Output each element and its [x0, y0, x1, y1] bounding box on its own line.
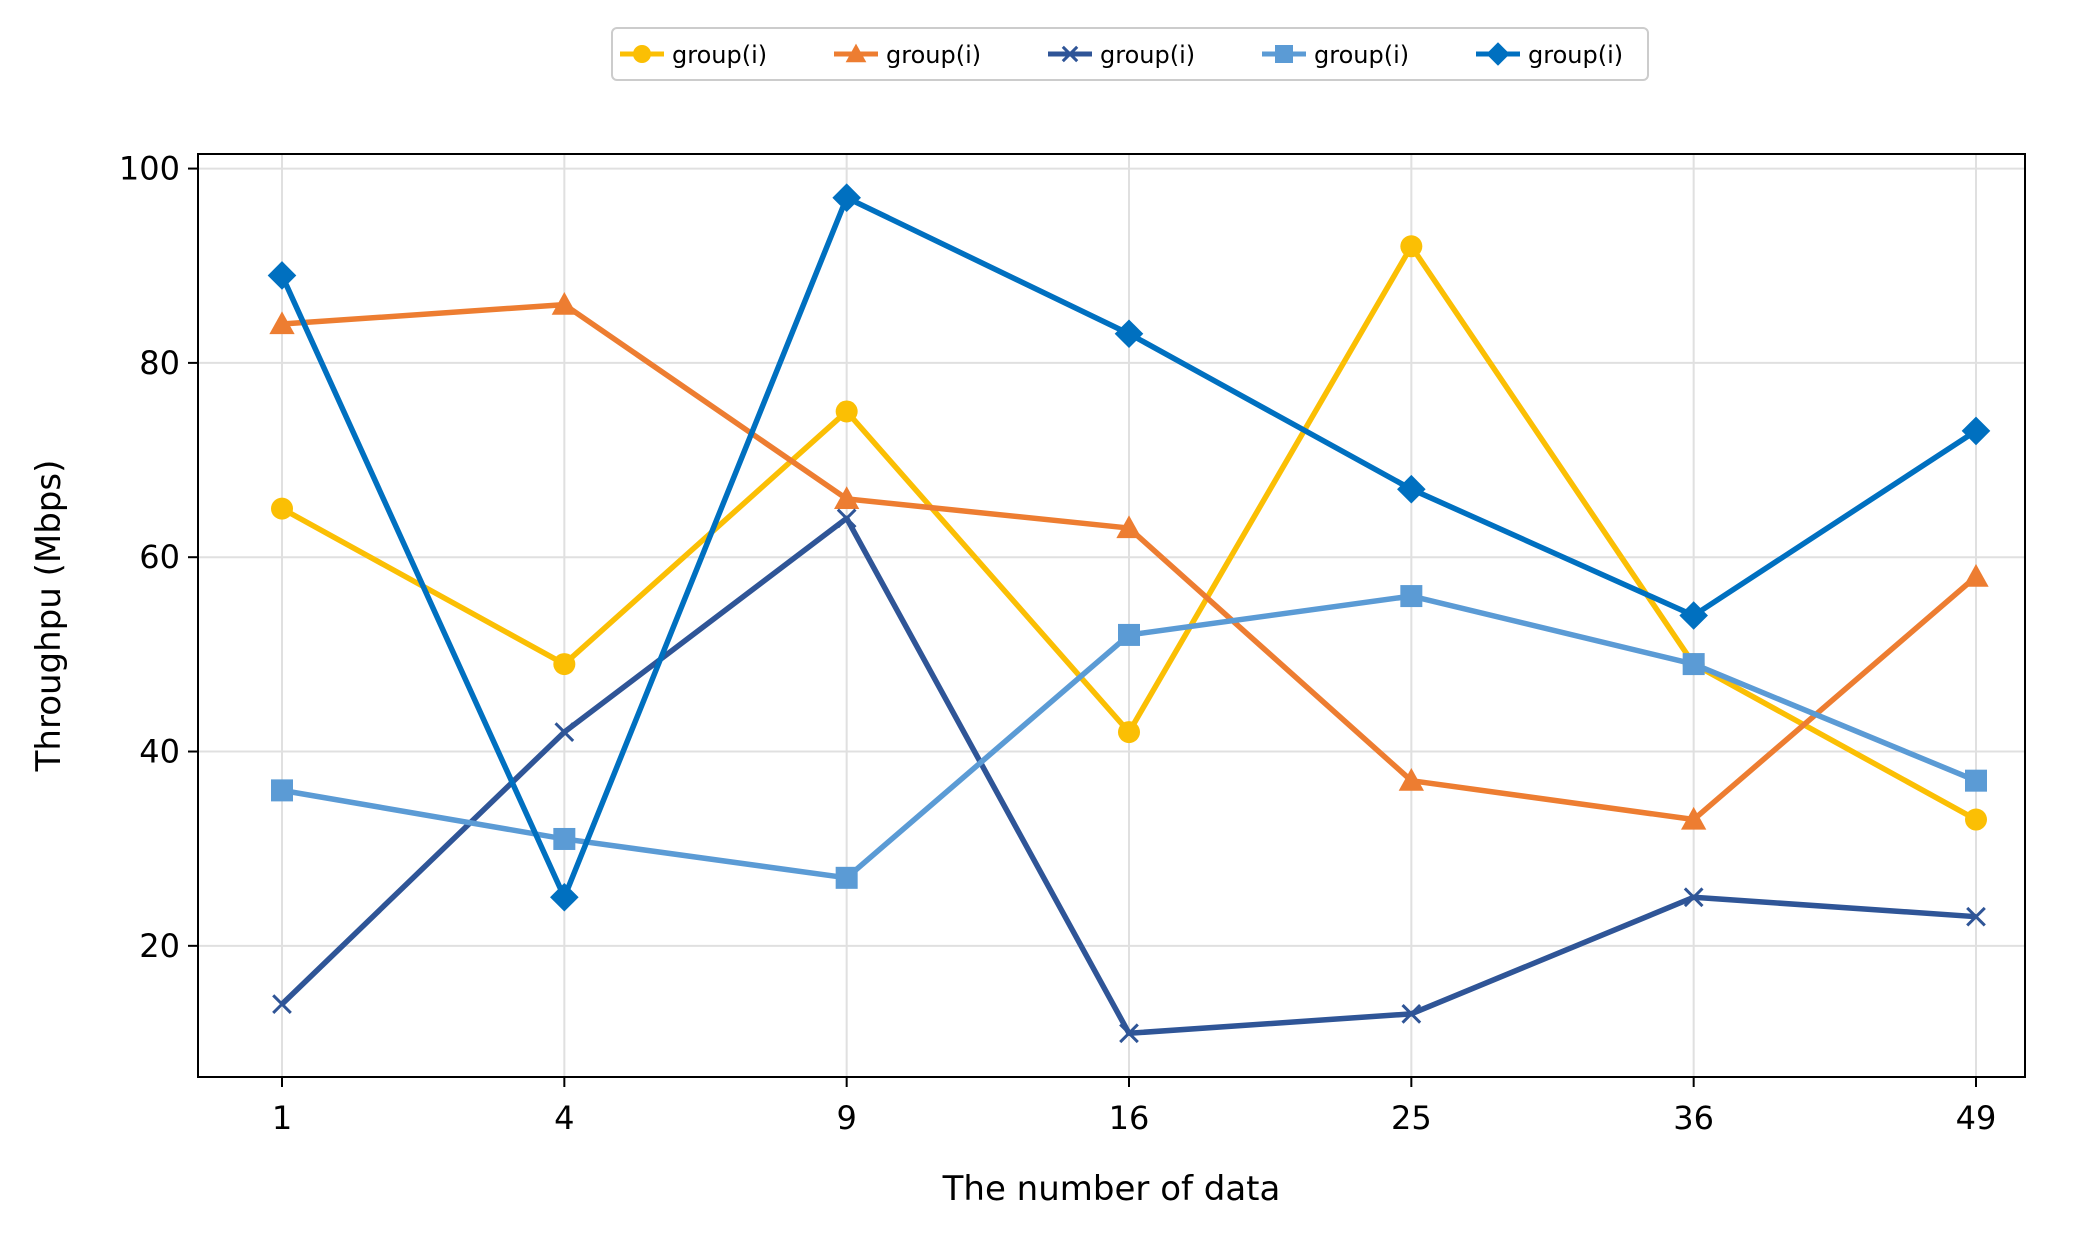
data-point: [1682, 653, 1705, 676]
legend-swatch-marker: [845, 43, 867, 63]
y-tick-label: 80: [139, 344, 180, 382]
data-point: [836, 508, 857, 529]
data-point: [553, 653, 576, 676]
legend-label: group(i): [886, 41, 981, 69]
legend-item: group(i): [1476, 41, 1623, 69]
data-point: [271, 497, 293, 520]
legend-item: group(i): [1048, 41, 1195, 69]
x-axis-label: The number of data: [942, 1169, 1281, 1209]
legend-label: group(i): [672, 41, 767, 69]
x-tick-label: 16: [1109, 1099, 1150, 1137]
data-point: [1965, 808, 1987, 831]
data-point: [1679, 601, 1708, 630]
legend-box: [611, 27, 1649, 81]
x-tick-label: 9: [836, 1099, 856, 1137]
data-point: [1965, 769, 1987, 792]
x-tick-label: 25: [1391, 1099, 1432, 1137]
data-point: [271, 779, 293, 802]
y-tick-label: 100: [119, 150, 180, 188]
data-point: [1683, 887, 1704, 908]
legend: group(i) group(i) group(i) group(i) group(i): [611, 27, 1649, 81]
data-point: [1118, 623, 1140, 646]
legend-item: group(i): [1262, 41, 1409, 69]
data-point: [835, 400, 858, 423]
series-3: [272, 508, 1986, 1044]
plot-frame: [197, 153, 2026, 1078]
series-5: [267, 183, 1991, 912]
legend-swatch-marker: [633, 45, 651, 63]
data-point: [1961, 416, 1991, 446]
data-point: [1401, 1003, 1422, 1024]
data-point: [835, 866, 858, 889]
series-2: [269, 291, 1989, 830]
x-tick-label: 49: [1956, 1099, 1997, 1137]
data-point: [1118, 721, 1140, 744]
data-point: [267, 261, 297, 290]
series-layer: [267, 183, 1991, 1044]
legend-swatch-marker: [1486, 42, 1510, 66]
y-axis-label: Throughpu (Mbps): [29, 460, 69, 773]
legend-item: group(i): [620, 41, 767, 69]
data-point: [554, 722, 575, 742]
data-point: [1963, 563, 1989, 587]
data-point: [832, 183, 861, 213]
x-tick-label: 1: [272, 1099, 292, 1137]
data-point: [269, 311, 295, 335]
x-tick-label: 4: [554, 1099, 574, 1137]
series-4: [271, 585, 1987, 889]
data-point: [1119, 1023, 1139, 1044]
data-point: [550, 882, 579, 912]
legend-label: group(i): [1314, 41, 1409, 69]
y-tick-label: 40: [139, 733, 180, 771]
legend-label: group(i): [1528, 41, 1623, 69]
legend-swatch-marker: [1061, 45, 1079, 63]
legend-swatch-marker: [1275, 45, 1293, 63]
data-point: [551, 291, 577, 315]
data-point: [1400, 585, 1423, 608]
legend-label: group(i): [1100, 41, 1195, 69]
data-point: [1681, 806, 1707, 830]
x-tick-label: 36: [1673, 1099, 1714, 1137]
data-point: [1116, 515, 1142, 539]
data-point: [1398, 768, 1424, 791]
data-point: [1966, 906, 1986, 927]
y-tick-label: 20: [139, 927, 180, 965]
y-tick-label: 60: [139, 538, 180, 576]
data-point: [1397, 474, 1426, 504]
data-point: [272, 994, 292, 1014]
data-point: [1114, 319, 1144, 349]
data-point: [834, 486, 860, 510]
legend-item: group(i): [834, 41, 981, 69]
data-point: [553, 827, 576, 850]
data-point: [1400, 235, 1423, 258]
